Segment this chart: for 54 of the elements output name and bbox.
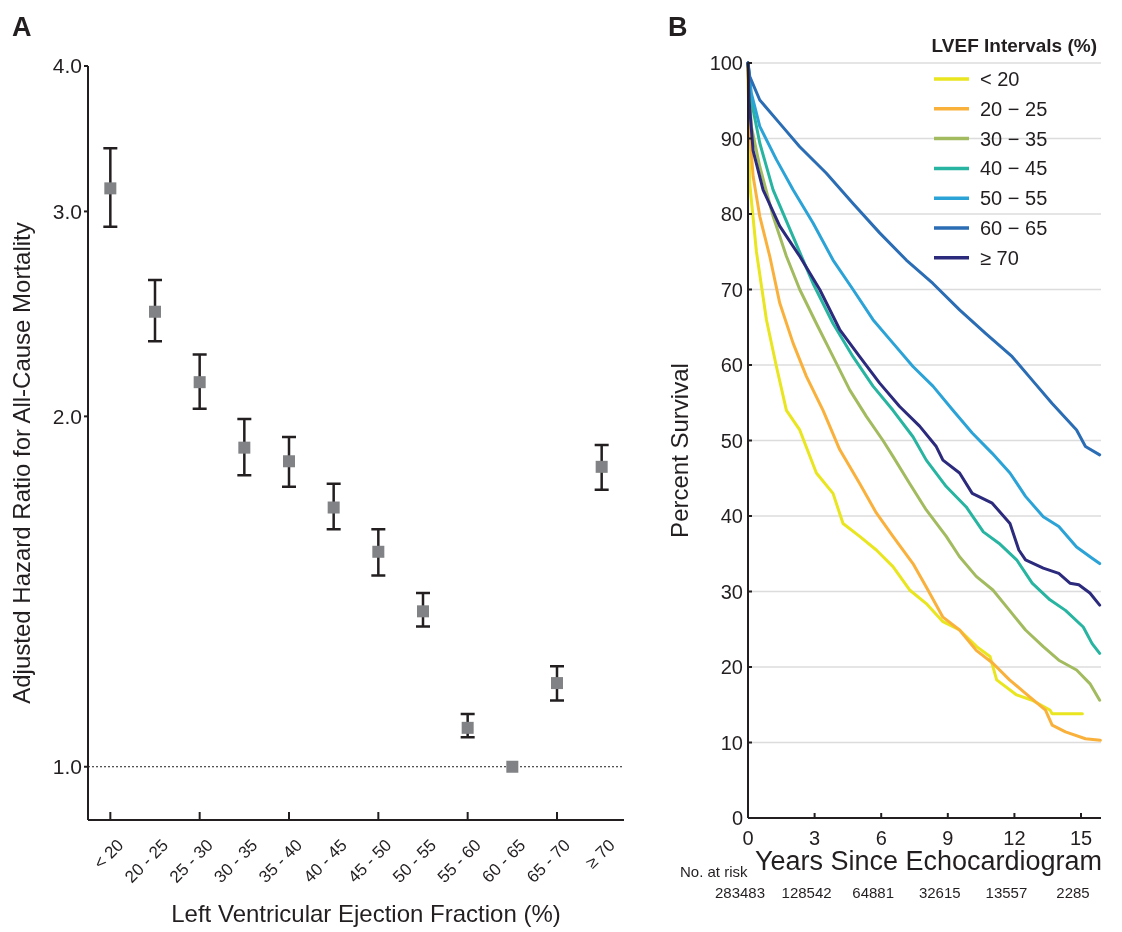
x-tick-label: 12	[1003, 827, 1026, 849]
y-tick-label: 70	[720, 278, 743, 301]
point	[149, 305, 161, 318]
y-tick-label: 1.0	[52, 755, 82, 779]
legend-label: 30 − 35	[980, 127, 1048, 150]
point	[283, 455, 295, 468]
y-tick-label: 2.0	[52, 404, 82, 428]
x-tick-label: 3	[809, 827, 821, 849]
point	[193, 376, 206, 389]
chart-title: B	[668, 12, 688, 42]
y-axis-title: Adjusted Hazard Ratio for All-Cause Mortality	[8, 222, 35, 704]
x-tick-label: ≥ 70	[581, 835, 619, 873]
legend-label: 50 − 55	[980, 187, 1048, 210]
y-tick-label: 80	[720, 203, 743, 225]
point	[417, 605, 429, 618]
text: 2285	[1056, 884, 1090, 901]
x-tick-label: 9	[942, 827, 954, 849]
point	[372, 545, 385, 558]
x-tick-label: 15	[1069, 827, 1093, 849]
y-tick-label: 4.0	[52, 54, 82, 78]
point	[461, 721, 474, 734]
chart-title: A	[12, 12, 32, 42]
point	[595, 460, 608, 473]
y-tick-label: 10	[720, 731, 743, 754]
y-tick-label: 60	[720, 354, 743, 376]
point	[104, 182, 117, 195]
legend-label: 60 − 65	[980, 217, 1048, 239]
x-tick-label: 6	[875, 827, 887, 849]
y-tick-label: 20	[720, 656, 743, 678]
y-tick-label: 90	[720, 127, 743, 150]
y-tick-label: 100	[709, 52, 743, 74]
text: 32615	[918, 884, 961, 901]
y-tick-label: 3.0	[52, 199, 82, 223]
point	[551, 677, 563, 690]
text: No. at risk	[680, 863, 749, 880]
text: 128542	[781, 884, 832, 901]
legend-label: 20 − 25	[980, 97, 1048, 120]
point	[238, 441, 251, 454]
legend-label: 40 − 45	[980, 157, 1048, 180]
y-tick-label: 0	[731, 807, 743, 829]
legend-label: ≥ 70	[980, 246, 1019, 269]
y-tick-label: 30	[720, 580, 743, 603]
x-axis-title: Years Since Echocardiogram	[754, 846, 1103, 876]
text: 13557	[985, 884, 1028, 901]
text: 283483	[714, 884, 766, 901]
x-axis-title: Left Ventricular Ejection Fraction (%)	[171, 900, 561, 927]
point	[327, 501, 340, 514]
y-tick-label: 50	[720, 429, 743, 452]
legend-title: LVEF Intervals (%)	[931, 35, 1097, 56]
legend-label: < 20	[980, 68, 1020, 90]
text: 64881	[852, 884, 895, 901]
y-axis-title: Percent Survival	[666, 363, 693, 538]
point	[506, 760, 519, 773]
y-tick-label: 40	[720, 505, 743, 527]
